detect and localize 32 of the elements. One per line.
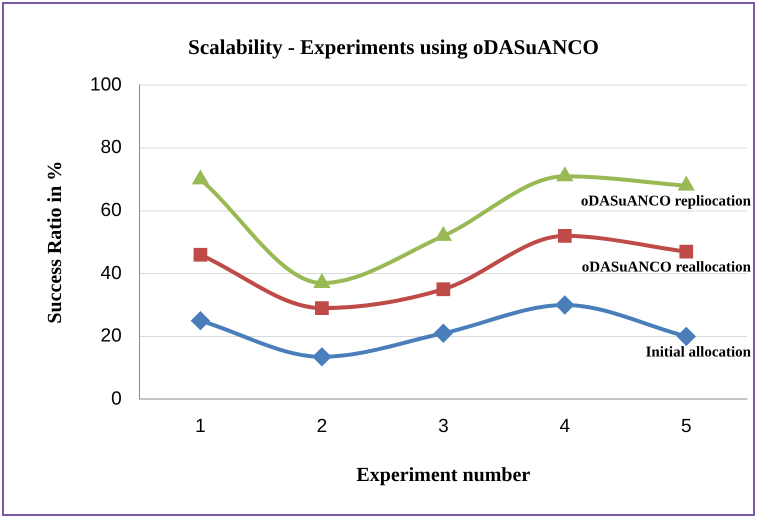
series-label: Initial allocation (646, 344, 752, 360)
x-tick-label: 4 (560, 416, 571, 437)
point (312, 347, 332, 366)
point (436, 282, 450, 296)
point (434, 324, 453, 343)
x-tick-label: 3 (438, 416, 449, 437)
y-tick-label: 20 (100, 326, 122, 347)
x-axis-title: Experiment number (356, 464, 530, 486)
point (435, 226, 452, 241)
y-tick-label: 100 (90, 74, 122, 96)
series-label: oDASuANCO repliocation (580, 194, 752, 210)
point (678, 176, 695, 191)
y-tick-label: 40 (100, 262, 122, 284)
point (194, 248, 208, 262)
y-tick-label: 0 (111, 388, 122, 410)
y-axis-title: Success Ratio in % (44, 160, 66, 324)
x-tick-label: 1 (195, 416, 206, 437)
y-tick-label: 60 (100, 200, 122, 222)
point (556, 166, 574, 182)
x-tick-label: 2 (316, 416, 328, 437)
series-label: oDASuANCO reallocation (582, 259, 752, 276)
y-tick-label: 80 (100, 137, 122, 158)
point (679, 244, 694, 258)
point (192, 170, 209, 184)
x-tick-label: 5 (680, 416, 692, 437)
point (190, 311, 210, 330)
point (555, 296, 574, 314)
point (558, 229, 572, 243)
point (315, 301, 329, 316)
chart-title: Scalability - Experiments using oDASuANCO (188, 35, 599, 60)
point (314, 274, 330, 288)
point (676, 326, 696, 346)
